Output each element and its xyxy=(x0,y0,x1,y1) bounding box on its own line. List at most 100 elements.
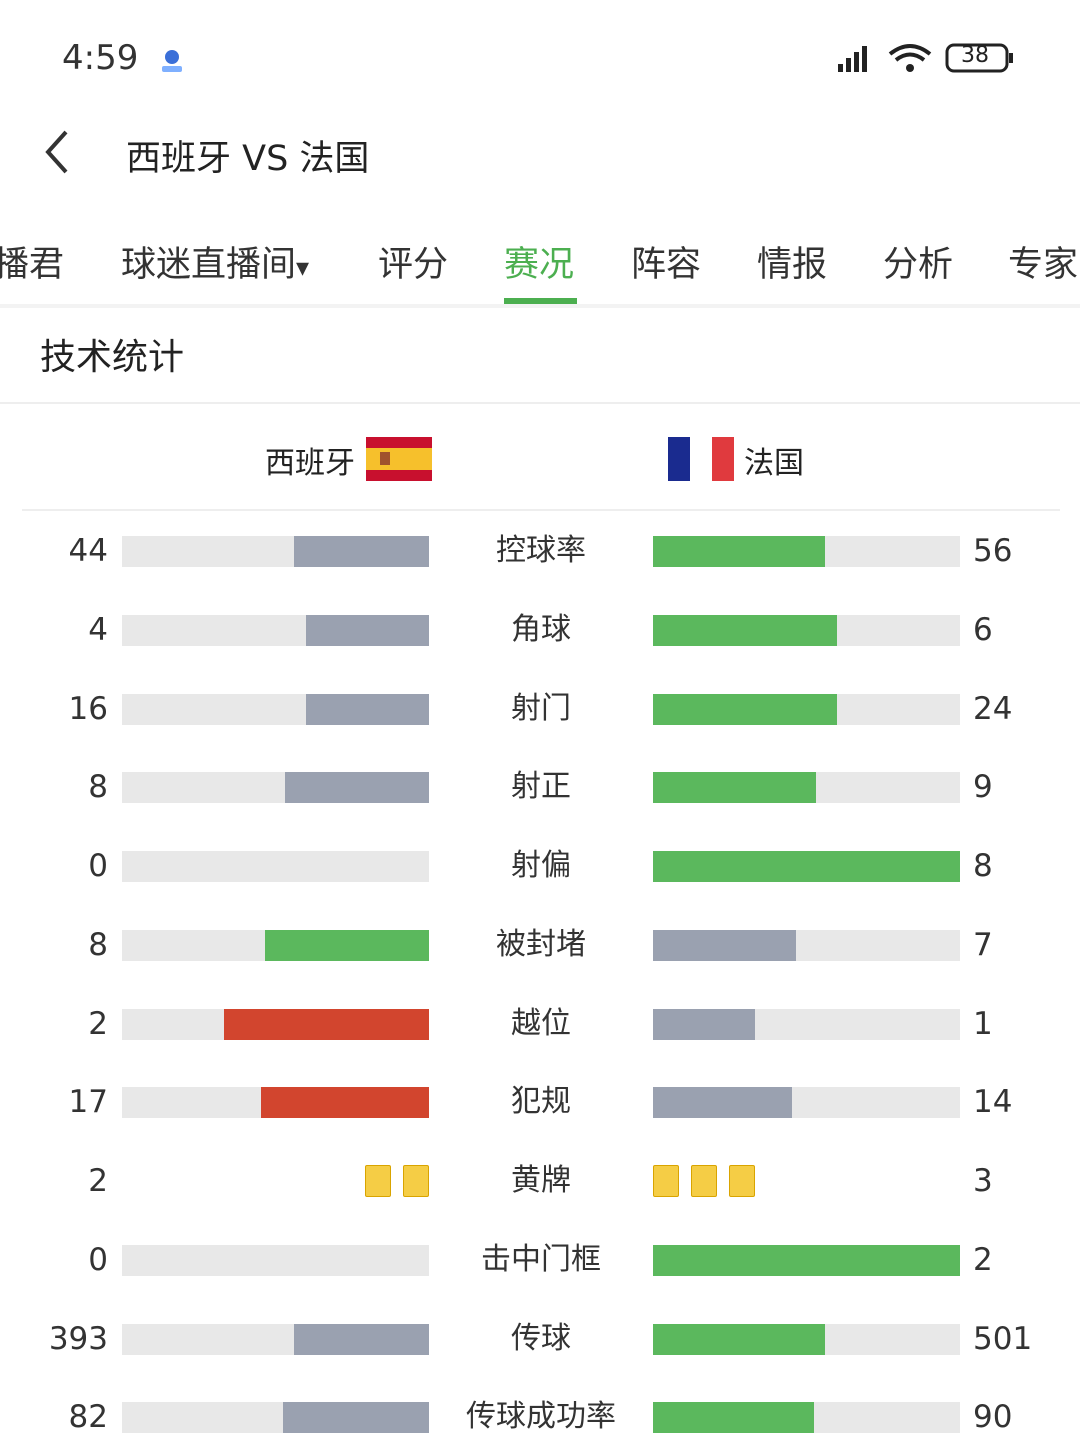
card xyxy=(365,1165,391,1197)
stat-label: 射正 xyxy=(511,769,571,805)
spain-flag xyxy=(366,437,432,481)
home-value: 44 xyxy=(68,533,108,569)
home-track xyxy=(122,851,429,882)
away-value: 9 xyxy=(973,769,993,806)
stat-label: 犯规 xyxy=(511,1084,571,1120)
dropdown-arrow: ▾ xyxy=(296,253,310,283)
home-value: 393 xyxy=(48,1320,108,1357)
home-team: 西班牙 xyxy=(265,446,355,481)
home-track xyxy=(122,1244,429,1276)
away-value: 501 xyxy=(973,1320,1033,1357)
stat-label: 角球 xyxy=(511,611,571,647)
home-value: 2 xyxy=(88,1163,108,1199)
away-value: 90 xyxy=(973,1399,1013,1436)
away-bar xyxy=(653,693,838,725)
home-bar xyxy=(260,1087,429,1119)
home-bar xyxy=(293,536,429,567)
away-track xyxy=(653,1244,960,1276)
tab[interactable]: 播君 xyxy=(0,245,65,285)
home-track xyxy=(122,614,429,646)
back-button[interactable] xyxy=(40,128,74,176)
away-bar xyxy=(653,536,825,567)
away-bar xyxy=(653,1008,756,1040)
home-track xyxy=(122,536,429,567)
divider xyxy=(22,509,1060,511)
away-value: 24 xyxy=(973,690,1013,727)
home-value: 17 xyxy=(68,1084,108,1121)
away-bar xyxy=(653,1087,792,1119)
stat-label: 控球率 xyxy=(496,533,586,568)
card xyxy=(691,1165,717,1197)
status-icon xyxy=(162,50,182,72)
page-title: 西班牙 VS 法国 xyxy=(126,139,370,179)
away-bar xyxy=(653,772,816,804)
home-value: 2 xyxy=(88,1005,108,1042)
home-bar xyxy=(306,614,429,646)
away-bar xyxy=(653,614,838,646)
away-track xyxy=(653,1087,960,1119)
away-value: 6 xyxy=(973,611,993,648)
home-value: 8 xyxy=(88,926,108,963)
away-value: 7 xyxy=(973,926,993,963)
tab[interactable]: 情报 xyxy=(757,245,828,285)
stat-label: 射门 xyxy=(511,690,571,726)
card xyxy=(403,1165,429,1197)
away-value: 8 xyxy=(973,848,993,884)
home-bar xyxy=(284,772,429,804)
away-bar xyxy=(653,1244,960,1276)
home-track xyxy=(122,693,429,725)
away-team: 法国 xyxy=(744,446,804,481)
card xyxy=(653,1165,679,1197)
france-flag xyxy=(668,437,734,481)
home-value: 0 xyxy=(88,848,108,884)
away-track xyxy=(653,536,960,567)
home-bar xyxy=(282,1402,429,1434)
home-track xyxy=(122,1087,429,1119)
tab[interactable]: 赛况 xyxy=(504,245,575,285)
away-track xyxy=(653,1402,960,1434)
home-track xyxy=(122,929,429,961)
battery-level: 38 xyxy=(961,43,989,68)
home-bar xyxy=(306,693,429,725)
home-value: 0 xyxy=(88,1241,108,1278)
away-value: 14 xyxy=(973,1084,1013,1121)
away-cards xyxy=(653,1165,960,1197)
home-value: 8 xyxy=(88,769,108,806)
away-track xyxy=(653,929,960,961)
tab[interactable]: 专家 xyxy=(1008,245,1079,285)
stat-label: 越位 xyxy=(511,1005,571,1041)
home-bar xyxy=(294,1323,429,1355)
home-bar xyxy=(224,1008,429,1040)
divider xyxy=(0,304,1080,308)
home-bar xyxy=(265,929,429,961)
away-track xyxy=(653,1008,960,1040)
home-value: 82 xyxy=(68,1399,108,1436)
stat-label: 射偏 xyxy=(511,848,571,883)
home-value: 16 xyxy=(68,690,108,727)
stat-label: 被封堵 xyxy=(496,926,586,962)
away-value: 3 xyxy=(973,1163,993,1199)
home-track xyxy=(122,1008,429,1040)
home-track xyxy=(122,1323,429,1355)
away-track xyxy=(653,1323,960,1355)
section-title: 技术统计 xyxy=(40,337,185,378)
tab-indicator xyxy=(504,298,577,304)
home-track xyxy=(122,1402,429,1434)
away-value: 2 xyxy=(973,1241,993,1278)
stat-label: 传球成功率 xyxy=(466,1399,616,1435)
away-bar xyxy=(653,929,797,961)
tab[interactable]: 分析 xyxy=(883,245,954,285)
tab[interactable]: 阵容 xyxy=(631,245,702,285)
status-time: 4:59 xyxy=(62,38,139,78)
away-bar xyxy=(653,1402,814,1434)
away-track xyxy=(653,772,960,804)
away-bar xyxy=(653,1323,826,1355)
stat-label: 击中门框 xyxy=(481,1241,601,1277)
status-icons xyxy=(838,43,1013,73)
home-track xyxy=(122,772,429,804)
card xyxy=(729,1165,755,1197)
divider xyxy=(0,402,1080,404)
tab[interactable]: 球迷直播间▾ xyxy=(121,245,310,285)
tab[interactable]: 评分 xyxy=(378,245,449,285)
